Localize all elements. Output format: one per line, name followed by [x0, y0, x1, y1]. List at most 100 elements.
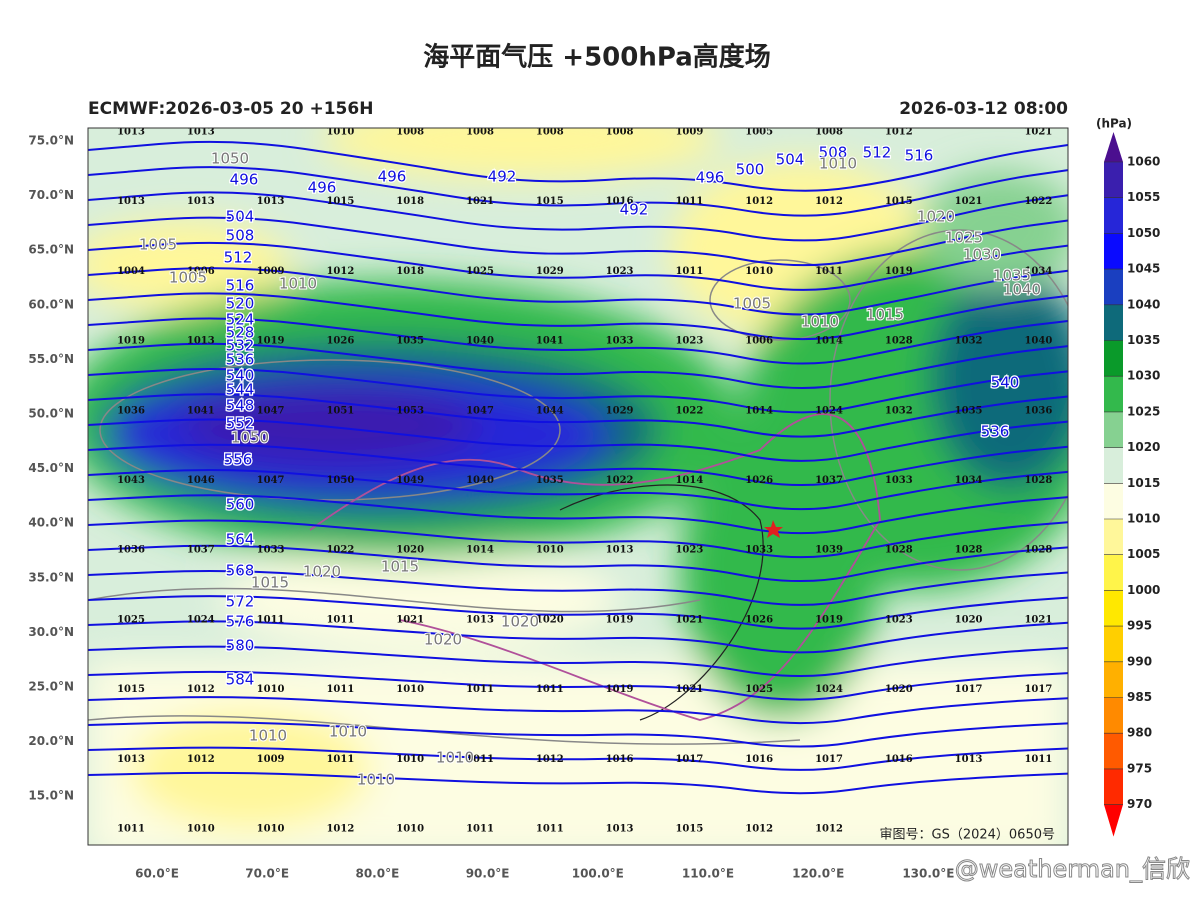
pressure-value: 1041: [187, 405, 215, 416]
pressure-value: 1021: [396, 614, 424, 625]
height-label: 520: [226, 295, 255, 313]
pressure-value: 1013: [187, 127, 215, 138]
height-label: 544: [226, 381, 255, 399]
colorbar-label: 970: [1127, 797, 1152, 811]
pressure-value: 1019: [257, 336, 285, 347]
isobar-label: 1030: [963, 246, 1001, 264]
pressure-value: 1014: [466, 545, 494, 556]
colorbar-cap: [1104, 804, 1123, 837]
pressure-value: 1035: [536, 475, 564, 486]
pressure-value: 1033: [257, 545, 285, 556]
pressure-value: 1016: [745, 754, 773, 765]
pressure-value: 1025: [117, 614, 145, 625]
colorbar-band: [1104, 304, 1123, 341]
pressure-value: 1021: [955, 196, 983, 207]
colorbar-label: 1020: [1127, 440, 1160, 454]
pressure-value: 1010: [187, 824, 215, 835]
pressure-value: 1015: [675, 824, 703, 835]
pressure-value: 1010: [396, 824, 424, 835]
pressure-value: 1012: [326, 824, 354, 835]
lat-label: 20.0°N: [28, 734, 74, 748]
pressure-value: 1015: [536, 196, 564, 207]
lat-label: 60.0°N: [28, 297, 74, 311]
height-contour: [88, 317, 1068, 365]
pressure-value: 1043: [117, 475, 145, 486]
pressure-value: 1018: [396, 266, 424, 277]
pressure-value: 1040: [466, 336, 494, 347]
colorbar-label: 1055: [1127, 190, 1160, 204]
pressure-value: 1028: [885, 545, 913, 556]
height-label: 516: [226, 277, 255, 295]
height-label: 580: [226, 637, 255, 655]
colorbar-label: 995: [1127, 619, 1152, 633]
lon-label: 80.0°E: [355, 867, 399, 881]
pressure-value: 1011: [466, 684, 494, 695]
height-label: 564: [226, 531, 255, 549]
height-label: 540: [226, 367, 255, 385]
height-contour: [88, 645, 1068, 677]
pressure-value: 1015: [326, 196, 354, 207]
height-contour: [88, 241, 1068, 291]
colorbar-band: [1104, 411, 1123, 449]
map-area: 1013 1013 1010 1008 1008 1008 1008 1009 1005 1008…: [88, 127, 1068, 845]
colorbar-label: 975: [1127, 761, 1152, 775]
pressure-value: 1039: [815, 545, 843, 556]
colorbar-band: [1104, 162, 1123, 199]
pressure-value: 1025: [745, 684, 773, 695]
pressure-value: 1023: [675, 545, 703, 556]
height-label: 528: [226, 324, 255, 342]
height-label: 572: [226, 593, 255, 611]
pressure-value: 1020: [955, 614, 983, 625]
height-contour: [88, 670, 1068, 701]
isobar-label: 1020: [303, 563, 341, 581]
isobar-label: 1010: [329, 723, 367, 741]
pressure-value: 1024: [815, 684, 843, 695]
height-contour: [88, 418, 1068, 462]
colorbar-band: [1104, 376, 1123, 413]
pressure-value: 1011: [466, 754, 494, 765]
height-contour: [88, 191, 1068, 242]
pressure-value: 1019: [815, 614, 843, 625]
height-contour: [88, 342, 1068, 389]
pressure-value: 1012: [885, 127, 913, 138]
pressure-value: 1013: [117, 754, 145, 765]
height-label: 496: [308, 179, 337, 197]
height-label: 516: [905, 147, 934, 165]
pressure-value: 1021: [675, 684, 703, 695]
height-contour: [88, 140, 1068, 192]
pressure-value: 1012: [187, 754, 215, 765]
pressure-value: 1019: [606, 614, 634, 625]
isobar-label: 1010: [357, 771, 395, 789]
isobar-label: 1020: [501, 613, 539, 631]
height-contour: [88, 620, 1068, 654]
colorbar-label: 1010: [1127, 512, 1160, 526]
pressure-value: 1011: [326, 684, 354, 695]
lat-label: 40.0°N: [28, 516, 74, 530]
isobar-label: 1005: [733, 295, 771, 313]
frame: [87, 127, 1069, 846]
pressure-value: 1008: [606, 127, 634, 138]
pressure-value: 1020: [536, 614, 564, 625]
height-label: 576: [226, 613, 255, 631]
pressure-value: 1037: [187, 545, 215, 556]
title: 海平面气压 +500hPa高度场: [423, 42, 771, 73]
pressure-value: 1010: [536, 545, 564, 556]
pressure-value: 1017: [955, 684, 983, 695]
isobar-label: 1010: [436, 749, 474, 767]
pressure-value: 1013: [117, 196, 145, 207]
colorbar-label: 985: [1127, 690, 1152, 704]
pressure-value: 1008: [466, 127, 494, 138]
lon-label: 90.0°E: [466, 867, 510, 881]
pressure-value: 1033: [745, 545, 773, 556]
lon-label: 100.0°E: [572, 867, 624, 881]
pressure-value: 1020: [396, 545, 424, 556]
colorbar-unit: (hPa): [1096, 117, 1132, 131]
pressure-value: 1017: [815, 754, 843, 765]
colorbar-band: [1104, 554, 1123, 591]
colorbar-cap: [1104, 132, 1123, 162]
pressure-value: 1026: [745, 475, 773, 486]
pressure-value: 1004: [117, 266, 145, 277]
isobar-label: 1015: [251, 574, 289, 592]
height-label: 496: [230, 171, 259, 189]
height-label: 512: [863, 144, 892, 162]
